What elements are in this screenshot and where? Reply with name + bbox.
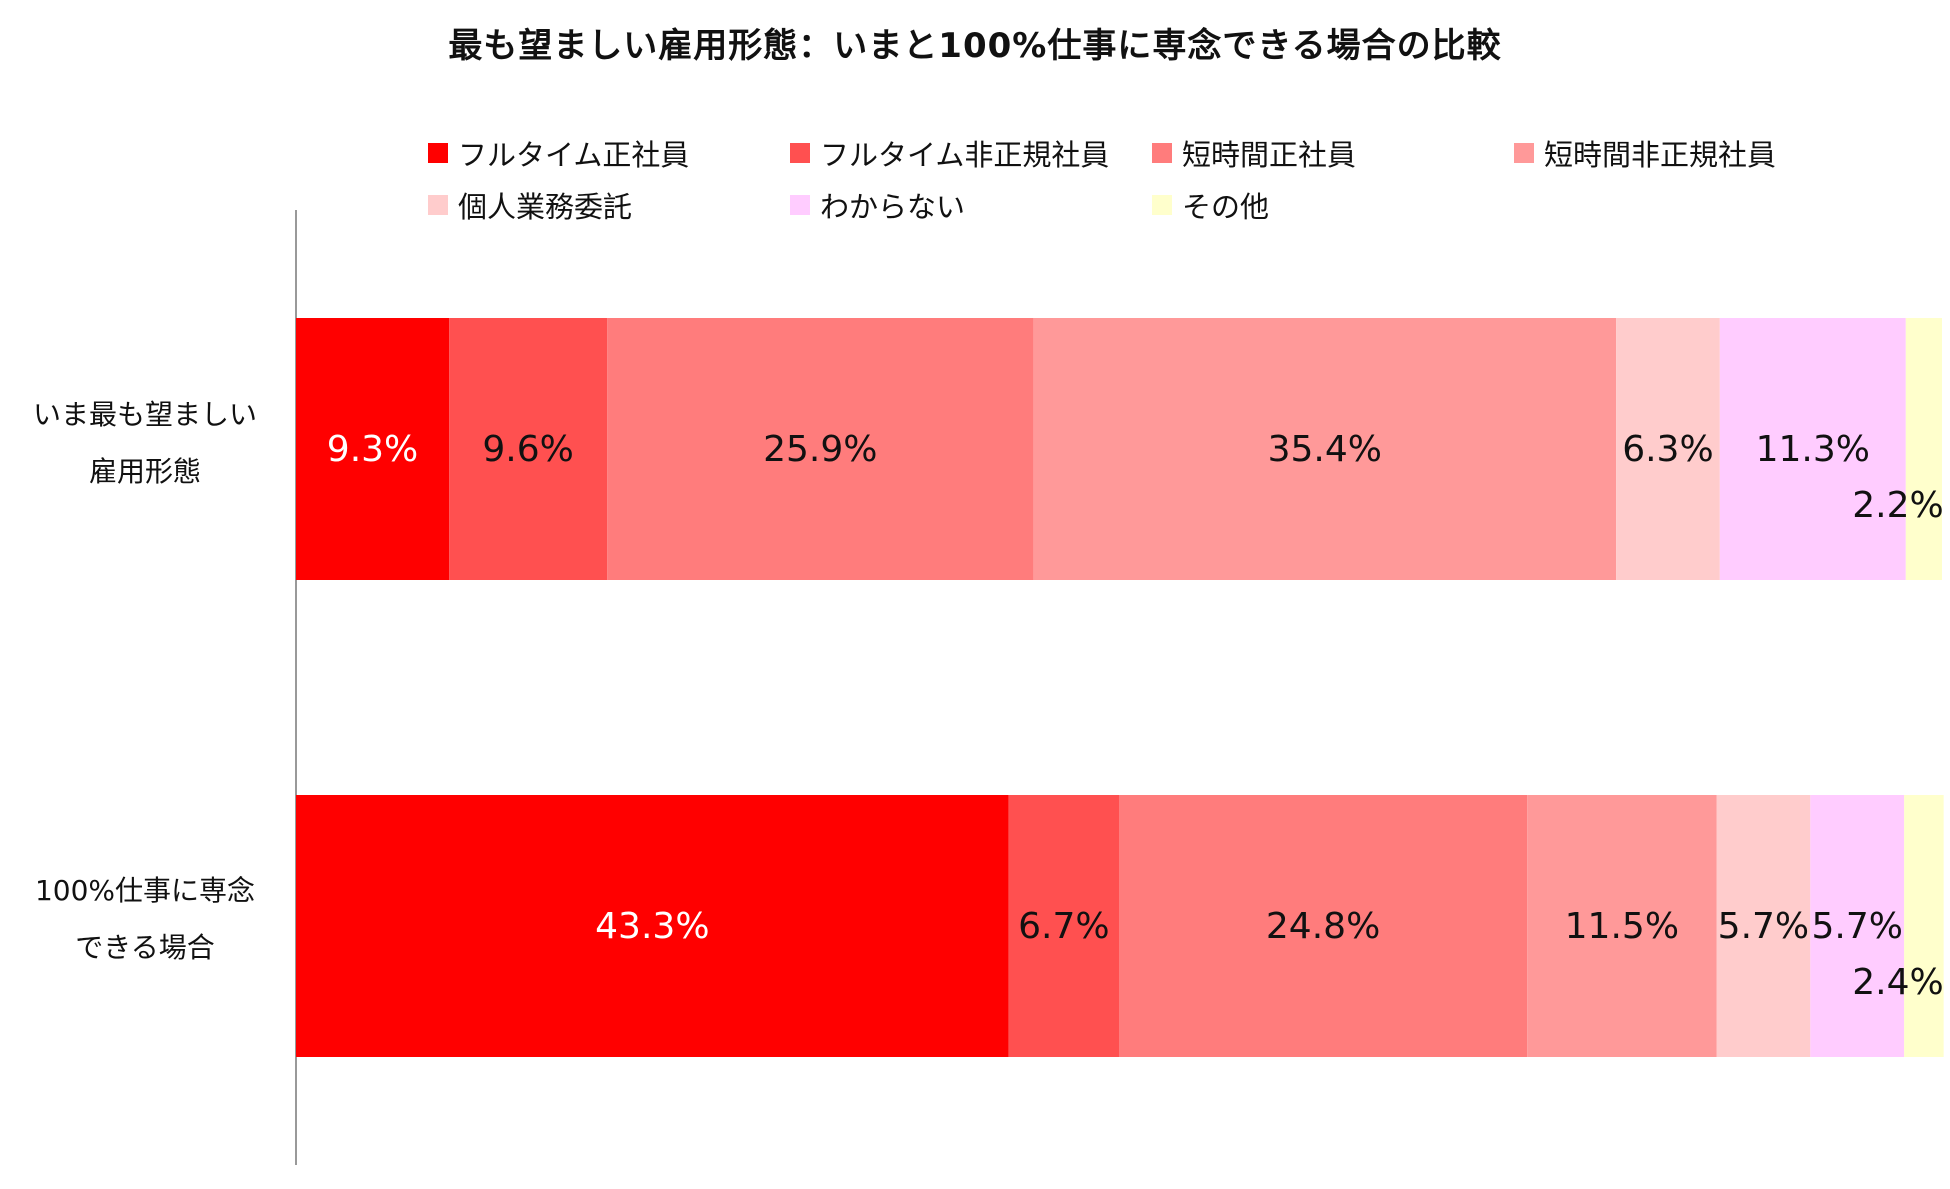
legend-label: フルタイム非正規社員 (820, 138, 1110, 172)
bar-segment (607, 318, 1034, 580)
data-label: 9.6% (482, 429, 573, 470)
legend-item: 短時間正社員 (1152, 132, 1356, 174)
category-label-line: 100%仕事に専念 (34, 874, 256, 907)
category-label-line: 雇用形態 (88, 455, 201, 488)
legend-item: 個人業務委託 (428, 184, 632, 226)
bar-segment (1008, 795, 1119, 1057)
data-label: 43.3% (595, 906, 709, 947)
bar-segment (1904, 795, 1944, 1057)
bar-segment (1033, 318, 1617, 580)
legend: フルタイム正社員 フルタイム非正規社員 短時間正社員 短時間非正規社員個人業務委託 わか… (0, 0, 1950, 230)
category-label-full-dedication: 100%仕事に専念 できる場合 (0, 862, 290, 976)
legend-item: フルタイム正社員 (428, 132, 689, 174)
legend-label: 短時間非正規社員 (1544, 138, 1777, 172)
legend-swatch (428, 143, 448, 163)
legend-swatch (428, 195, 448, 215)
data-label: 24.8% (1266, 906, 1380, 947)
bar-segment (1527, 795, 1717, 1057)
legend-item: 短時間非正規社員 (1514, 132, 1776, 174)
chart-title: 最も望ましい雇用形態：いまと100%仕事に専念できる場合の比較 (448, 26, 1502, 66)
data-label: 2.4% (1852, 962, 1943, 1003)
bar-segment (1905, 318, 1942, 580)
bar-segment (1716, 795, 1811, 1057)
legend-item: その他 (1152, 184, 1269, 226)
bar-segment (1719, 318, 1906, 580)
category-label-line: いま最も望ましい (32, 398, 257, 431)
data-label: 5.7% (1718, 906, 1809, 947)
legend-swatch (1152, 143, 1172, 163)
bar-segment (296, 318, 450, 580)
legend-label: その他 (1182, 190, 1270, 224)
data-label: 35.4% (1268, 429, 1382, 470)
legend-item: フルタイム非正規社員 (790, 132, 1109, 174)
legend-swatch (790, 195, 810, 215)
bar-segment (1119, 795, 1528, 1057)
legend-item: わからない (790, 184, 965, 226)
category-label-line: できる場合 (75, 931, 215, 964)
data-label: 11.3% (1756, 429, 1870, 470)
data-label: 11.5% (1565, 906, 1679, 947)
bar-segment (449, 318, 608, 580)
legend-swatch (1514, 143, 1534, 163)
bar-segment (1616, 318, 1720, 580)
legend-swatch (1152, 195, 1172, 215)
data-label: 9.3% (327, 429, 418, 470)
data-label: 6.7% (1018, 906, 1109, 947)
legend-label: わからない (820, 190, 966, 224)
bar-segment (1810, 795, 1905, 1057)
bar-segment (296, 795, 1009, 1057)
category-label-current: いま最も望ましい 雇用形態 (0, 386, 290, 500)
legend-label: 個人業務委託 (458, 190, 633, 224)
data-label: 6.3% (1622, 429, 1713, 470)
data-label: 2.2% (1852, 485, 1943, 526)
data-label: 25.9% (763, 429, 877, 470)
data-label: 5.7% (1811, 906, 1902, 947)
legend-label: フルタイム正社員 (458, 138, 690, 172)
category-axis-line (295, 210, 297, 1165)
legend-label: 短時間正社員 (1182, 138, 1357, 172)
legend-swatch (790, 143, 810, 163)
